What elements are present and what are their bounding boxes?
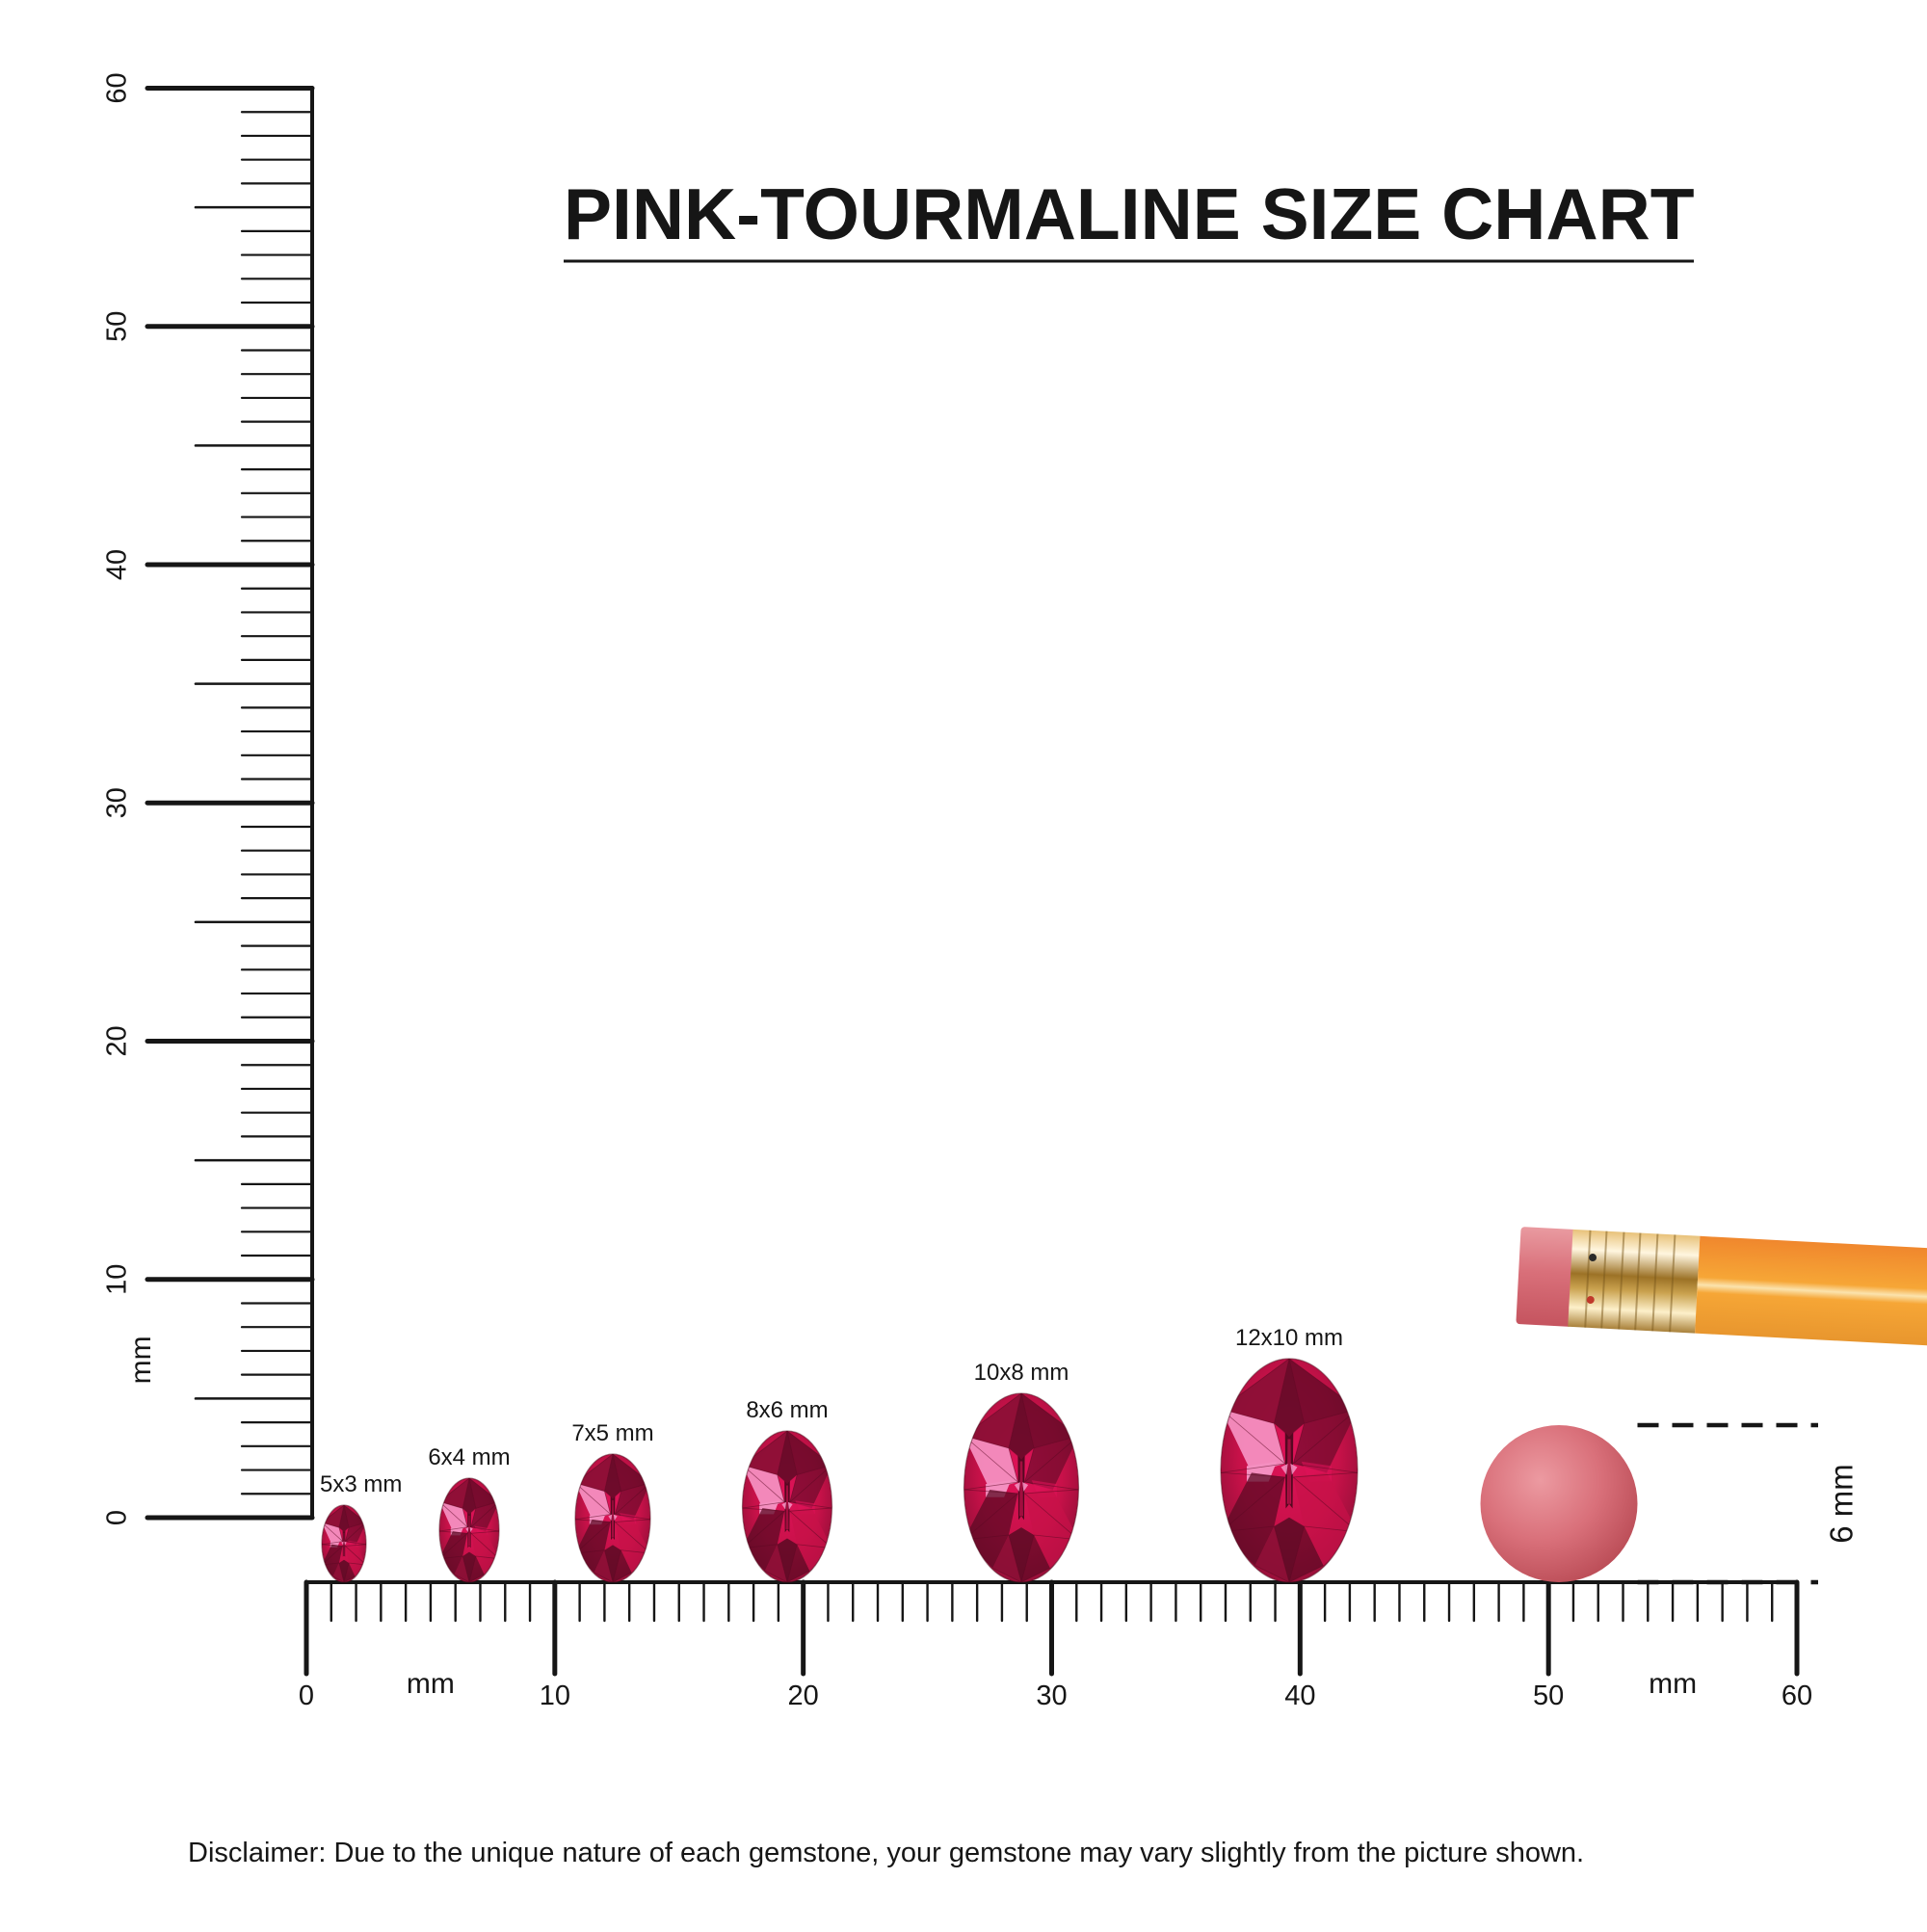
svg-text:40: 40	[102, 549, 133, 580]
svg-text:5x3 mm: 5x3 mm	[320, 1471, 402, 1497]
svg-text:0: 0	[299, 1681, 314, 1711]
svg-text:50: 50	[102, 311, 133, 342]
svg-text:50: 50	[1533, 1681, 1564, 1711]
svg-text:12x10 mm: 12x10 mm	[1235, 1325, 1343, 1351]
svg-text:20: 20	[788, 1681, 819, 1711]
svg-text:6 mm: 6 mm	[1824, 1464, 1860, 1544]
svg-text:60: 60	[102, 72, 133, 103]
svg-text:10: 10	[102, 1264, 133, 1295]
svg-text:PINK-TOURMALINE SIZE CHART: PINK-TOURMALINE SIZE CHART	[564, 173, 1695, 254]
svg-text:10: 10	[540, 1681, 570, 1711]
svg-text:30: 30	[1036, 1681, 1067, 1711]
svg-text:Disclaimer: Due to the unique: Disclaimer: Due to the unique nature of …	[188, 1838, 1584, 1868]
svg-text:20: 20	[102, 1025, 133, 1056]
svg-text:mm: mm	[125, 1336, 157, 1384]
svg-text:8x6 mm: 8x6 mm	[746, 1397, 828, 1423]
svg-text:10x8 mm: 10x8 mm	[974, 1360, 1069, 1386]
svg-text:0: 0	[102, 1510, 133, 1525]
svg-text:40: 40	[1284, 1681, 1315, 1711]
svg-text:6x4 mm: 6x4 mm	[428, 1444, 510, 1470]
svg-text:60: 60	[1782, 1681, 1812, 1711]
svg-text:mm: mm	[407, 1668, 455, 1700]
svg-text:mm: mm	[1649, 1668, 1697, 1700]
svg-text:30: 30	[102, 787, 133, 818]
svg-text:7x5 mm: 7x5 mm	[571, 1420, 653, 1446]
